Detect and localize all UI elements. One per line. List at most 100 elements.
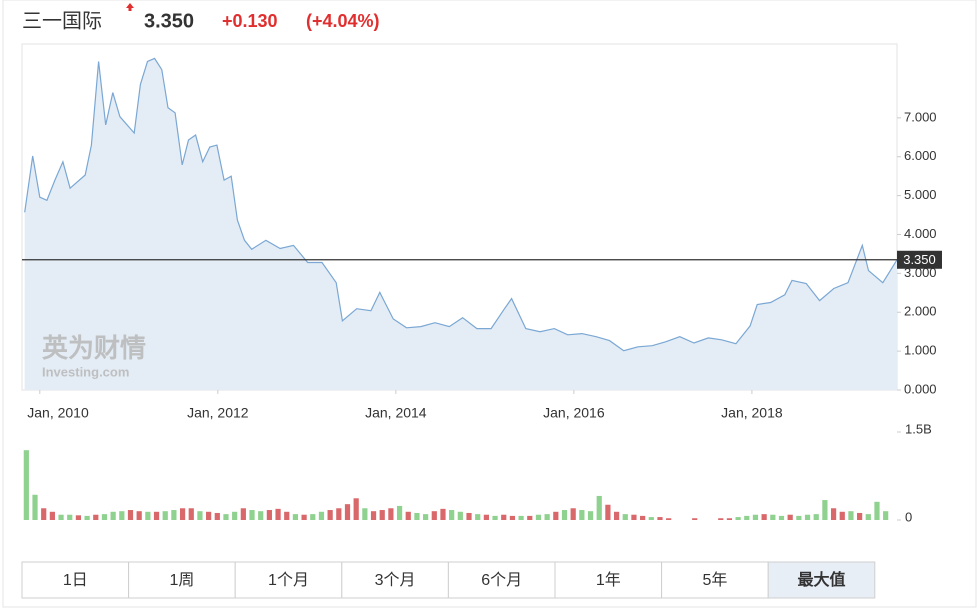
volume-bar bbox=[535, 514, 542, 520]
volume-bar bbox=[223, 514, 229, 520]
volume-bar bbox=[483, 514, 489, 520]
volume-bar bbox=[423, 514, 429, 520]
button-label: 6个月 bbox=[481, 571, 522, 589]
volume-bar bbox=[527, 515, 533, 520]
x-tick-label: Jan, 2012 bbox=[187, 405, 249, 421]
volume-bar bbox=[796, 515, 802, 520]
volume-bar bbox=[75, 515, 82, 520]
volume-bar bbox=[718, 518, 724, 520]
range-button[interactable]: 1周 bbox=[128, 561, 236, 599]
volume-bar bbox=[179, 508, 186, 520]
volume-bar bbox=[362, 508, 368, 520]
y-tick-label: 5.000 bbox=[904, 187, 937, 202]
button-bg bbox=[21, 561, 130, 599]
volume-bar bbox=[58, 514, 64, 520]
change-pct: (+4.04%) bbox=[306, 11, 380, 31]
volume-bar bbox=[605, 504, 611, 520]
volume-bar bbox=[457, 511, 463, 520]
volume-bar bbox=[206, 511, 212, 520]
volume-bar bbox=[752, 514, 759, 520]
volume-bar bbox=[49, 511, 55, 520]
price-line bbox=[24, 57, 898, 352]
volume-bar bbox=[249, 510, 255, 520]
volume-bar bbox=[570, 508, 576, 520]
button-bg bbox=[234, 561, 343, 599]
volume-bar bbox=[726, 518, 733, 520]
volume-bar bbox=[475, 514, 481, 520]
range-button[interactable]: 6个月 bbox=[447, 561, 556, 599]
volume-bar bbox=[518, 515, 524, 520]
y-tick-label: 4.000 bbox=[904, 226, 937, 241]
volume-bar bbox=[318, 511, 325, 520]
y-tick-label: 0 bbox=[905, 509, 912, 524]
button-bg bbox=[554, 561, 663, 599]
volume-bar bbox=[41, 508, 47, 520]
volume-bar bbox=[119, 511, 125, 520]
volume-bar bbox=[761, 514, 767, 520]
volume-bar bbox=[648, 517, 654, 520]
range-button[interactable]: 5年 bbox=[661, 561, 769, 599]
volume-bar bbox=[553, 511, 559, 520]
volume-bar bbox=[492, 515, 498, 520]
y-tick-label: 1.5B bbox=[905, 421, 932, 436]
x-tick-label: Jan, 2014 bbox=[365, 405, 427, 421]
volume-bar bbox=[379, 510, 385, 520]
volume-bar bbox=[240, 508, 246, 520]
volume-chart: 0 1.5B bbox=[23, 421, 932, 524]
x-tick-label: Jan, 2010 bbox=[27, 405, 89, 421]
range-button[interactable]: 1日 bbox=[21, 561, 130, 599]
volume-bar bbox=[284, 511, 290, 520]
volume-bar bbox=[466, 512, 472, 520]
volume-bar bbox=[32, 494, 38, 520]
volume-bar bbox=[127, 510, 134, 520]
volume-bar bbox=[145, 511, 151, 520]
volume-bar bbox=[258, 511, 264, 520]
volume-bar bbox=[848, 511, 854, 520]
range-button[interactable]: 1年 bbox=[554, 561, 663, 599]
volume-bar bbox=[822, 500, 828, 520]
volume-bar bbox=[162, 511, 168, 520]
volume-bar bbox=[579, 510, 585, 520]
volume-bar bbox=[67, 514, 73, 520]
volume-bar bbox=[171, 510, 177, 520]
y-tick-label: 2.000 bbox=[904, 304, 937, 319]
button-label: 1周 bbox=[169, 572, 194, 589]
volume-bar bbox=[631, 514, 637, 520]
area-fill bbox=[24, 58, 897, 391]
last-price-label: 3.350 bbox=[903, 252, 936, 267]
volume-bar bbox=[310, 514, 316, 520]
x-tick-label: Jan, 2018 bbox=[721, 405, 783, 421]
button-label: 3个月 bbox=[375, 571, 416, 589]
range-button[interactable]: 3个月 bbox=[341, 561, 449, 599]
volume-bar bbox=[830, 508, 837, 520]
volume-bar bbox=[787, 514, 793, 520]
volume-bar bbox=[370, 511, 377, 520]
up-arrow bbox=[126, 3, 134, 11]
range-button[interactable]: 最大值 bbox=[767, 561, 876, 599]
volume-bar bbox=[301, 514, 307, 520]
volume-bar bbox=[509, 515, 516, 520]
button-label: 1年 bbox=[596, 571, 621, 589]
volume-bar bbox=[666, 518, 672, 520]
volume-bar bbox=[101, 514, 108, 520]
volume-bar bbox=[440, 508, 446, 520]
volume-bar bbox=[640, 515, 646, 520]
volume-bar bbox=[23, 450, 29, 520]
volume-bar bbox=[275, 508, 281, 520]
range-button[interactable]: 1个月 bbox=[234, 561, 343, 599]
volume-bar bbox=[405, 511, 411, 520]
button-label: 1个月 bbox=[268, 571, 309, 589]
range-buttons: 1日 1周 1个月 3个月 6个月 1年 5年 最大值 bbox=[21, 561, 876, 599]
volume-bar bbox=[735, 517, 741, 520]
price-chart: 0.0001.0002.0003.0004.0005.0006.0007.000… bbox=[22, 57, 942, 421]
last-price-box bbox=[897, 250, 942, 269]
volume-bar bbox=[232, 511, 238, 520]
watermark-site: Investing.com bbox=[42, 364, 129, 379]
button-label: 1日 bbox=[63, 572, 88, 589]
volume-bar bbox=[153, 511, 160, 520]
volume-bar bbox=[353, 498, 359, 520]
stock-name: 三一国际 bbox=[22, 9, 102, 32]
volume-bar bbox=[839, 511, 845, 520]
volume-bar bbox=[327, 510, 333, 520]
